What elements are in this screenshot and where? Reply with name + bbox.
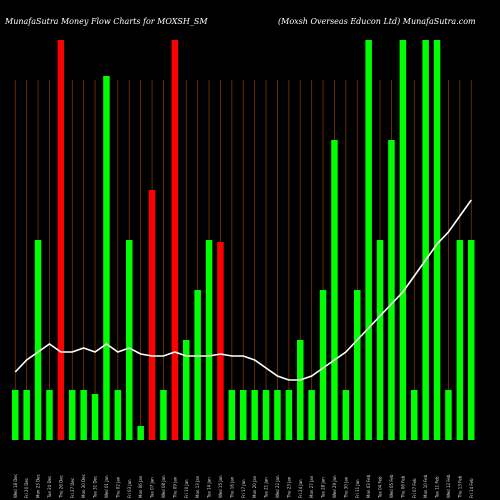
x-tick-label: Fri 24 Jan (298, 479, 303, 498)
bar-14 (171, 40, 179, 440)
x-tick-label: Fri 03 Jan (127, 479, 132, 498)
bar-40 (468, 240, 475, 440)
bar-16 (194, 290, 201, 440)
x-tick-label: Wed 18 Dec (13, 474, 18, 498)
x-tick-label: Thu 02 Jan (115, 476, 120, 499)
bar-27 (319, 290, 327, 440)
x-tick-label: Mon 06 Jan (138, 475, 143, 498)
x-tick-label: Mon 20 Jan (252, 475, 257, 498)
bar-17 (205, 240, 213, 440)
bar-3 (46, 390, 53, 440)
bar-30 (354, 290, 361, 440)
bar-38 (445, 390, 452, 440)
bar-8 (103, 76, 110, 440)
x-tick-label: Wed 05 Feb (389, 474, 394, 498)
x-tick-label: Tue 21 Jan (264, 477, 269, 499)
bar-33 (388, 140, 395, 440)
x-tick-label: Tue 07 Jan (150, 477, 155, 499)
x-tick-label: Wed 15 Jan (218, 475, 223, 498)
x-tick-label: Mon 10 Feb (423, 474, 428, 498)
bar-26 (308, 390, 315, 440)
x-tick-label: Wed 22 Jan (275, 475, 280, 498)
x-tick-label: Tue 14 Jan (207, 477, 212, 499)
bar-10 (126, 240, 133, 440)
x-tick-label: Thu 23 Jan (286, 476, 291, 499)
bar-15 (183, 340, 190, 440)
x-tick-label: Mon 30 Dec (81, 474, 86, 498)
x-tick-label: Fri 10 Jan (184, 479, 189, 498)
chart-title: MunafaSutra Money Flow Charts for MOXSH_… (4, 17, 208, 26)
x-tick-label: Tue 11 Feb (435, 476, 440, 499)
bar-34 (399, 40, 407, 440)
bar-23 (274, 390, 281, 440)
x-tick-label: Tue 28 Jan (321, 477, 326, 499)
bar-28 (331, 140, 338, 440)
x-tick-label: Fri 17 Jan (241, 479, 246, 498)
x-tick-label: Mon 13 Jan (195, 475, 200, 498)
bar-12 (148, 190, 156, 440)
bar-11 (137, 426, 144, 440)
bar-0 (12, 390, 19, 440)
tick-label-layer: Wed 18 Dec Fri 20 Dec Mon 23 Dec Tue 24 Dec… (13, 474, 474, 499)
x-tick-label: Fri 20 Dec (24, 478, 29, 498)
bar-1 (23, 390, 30, 440)
x-tick-label: Tue 31 Dec (93, 476, 98, 499)
bar-25 (297, 340, 304, 440)
chart-subtitle: (Moxsh Overseas Educon Ltd) MunafaSutra.… (278, 17, 476, 26)
bar-2 (34, 240, 42, 440)
bar-32 (376, 240, 384, 440)
x-tick-label: Thu 06 Feb (400, 475, 405, 499)
x-tick-label: Thu 30 Jan (343, 476, 348, 499)
bar-37 (433, 40, 441, 440)
x-tick-label: Fri 31 Jan (355, 479, 360, 498)
bar-35 (411, 390, 418, 440)
bar-13 (160, 390, 167, 440)
x-tick-label: Fri 07 Feb (412, 478, 417, 498)
x-tick-label: Thu 16 Jan (229, 476, 234, 499)
bar-5 (69, 390, 76, 440)
x-tick-label: Fri 14 Feb (469, 478, 474, 498)
x-tick-label: Wed 01 Jan (104, 475, 109, 498)
bar-6 (80, 390, 87, 440)
bar-7 (91, 394, 99, 440)
x-tick-label: Thu 26 Dec (58, 475, 63, 499)
bar-31 (365, 40, 372, 440)
bar-18 (217, 242, 224, 440)
bar-29 (342, 390, 350, 440)
bar-4 (57, 40, 65, 440)
x-tick-label: Tue 24 Dec (47, 476, 52, 499)
bar-21 (251, 390, 258, 440)
bar-36 (422, 40, 429, 440)
x-tick-label: Fri 27 Dec (70, 478, 75, 498)
line-layer (14, 199, 472, 381)
x-tick-label: Wed 08 Jan (161, 475, 166, 498)
x-tick-label: Mon 23 Dec (36, 474, 41, 498)
bar-22 (262, 390, 270, 440)
x-tick-label: Wed 12 Feb (446, 474, 451, 498)
x-tick-label: Mon 27 Jan (309, 475, 314, 498)
x-tick-label: Tue 04 Feb (378, 476, 383, 499)
bar-19 (228, 390, 236, 440)
bar-layer (12, 40, 475, 440)
x-tick-label: Mon 03 Feb (366, 474, 371, 498)
x-tick-label: Thu 09 Jan (172, 476, 177, 499)
bar-9 (114, 390, 122, 440)
x-tick-label: Wed 29 Jan (332, 475, 337, 498)
trend-line (14, 199, 472, 381)
bar-20 (240, 390, 247, 440)
x-tick-label: Thu 13 Feb (457, 475, 462, 499)
bar-24 (285, 390, 293, 440)
bar-39 (456, 240, 464, 440)
